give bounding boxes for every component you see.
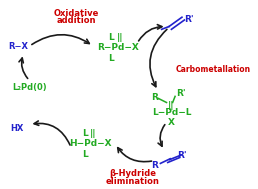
Text: R−Pd−X: R−Pd−X xyxy=(97,43,139,52)
Text: elimination: elimination xyxy=(105,177,159,186)
Text: β-Hydride: β-Hydride xyxy=(109,169,156,178)
Text: HX: HX xyxy=(11,124,24,133)
Text: Carbometallation: Carbometallation xyxy=(175,65,251,74)
Text: L: L xyxy=(109,54,114,63)
Text: R': R' xyxy=(176,89,186,98)
Text: R−X: R−X xyxy=(9,42,29,51)
Text: L: L xyxy=(82,149,87,159)
Text: X: X xyxy=(168,118,175,127)
Text: L−Pd−L: L−Pd−L xyxy=(152,108,191,117)
Text: ||: || xyxy=(117,33,123,42)
Text: R: R xyxy=(151,93,158,102)
Text: L: L xyxy=(82,129,87,138)
Text: L: L xyxy=(109,33,114,42)
Text: ||: || xyxy=(90,129,96,138)
Text: addition: addition xyxy=(56,16,96,26)
Text: R': R' xyxy=(184,15,193,24)
Text: H−Pd−X: H−Pd−X xyxy=(69,139,112,148)
Text: Oxidative: Oxidative xyxy=(53,9,99,18)
Text: R: R xyxy=(151,161,158,170)
Text: L₂Pd(0): L₂Pd(0) xyxy=(12,84,47,92)
Text: R': R' xyxy=(178,151,187,160)
Text: ||: || xyxy=(168,101,175,110)
